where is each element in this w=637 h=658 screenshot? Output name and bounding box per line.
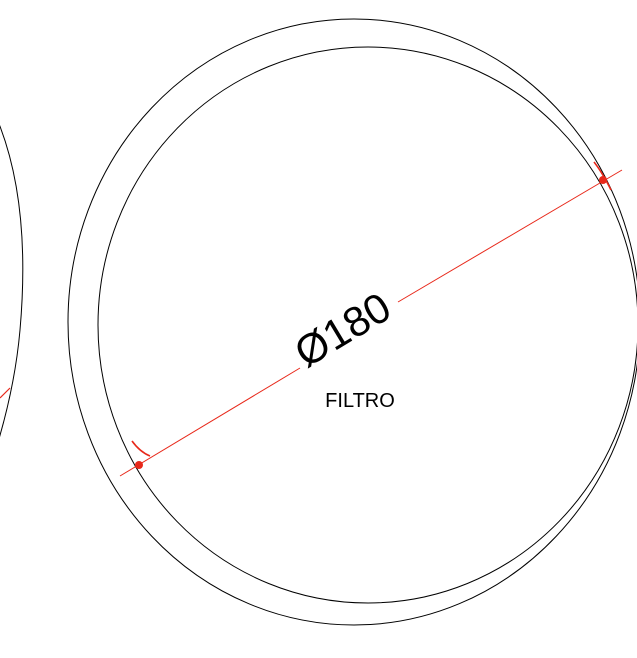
left-dimension-tick — [0, 387, 11, 399]
lower-dimension-point — [135, 461, 143, 469]
diameter-line-upper — [397, 169, 623, 303]
filter-inner-circle — [97, 46, 637, 604]
filter-label: FILTRO — [325, 390, 395, 412]
left-partial-circle — [0, 125, 24, 437]
diameter-line-lower — [119, 367, 301, 477]
upper-dimension-point — [599, 176, 607, 184]
filter-outer-circle — [67, 18, 637, 626]
upper-arrow-tick — [593, 161, 612, 191]
lower-arrow-tick — [131, 440, 151, 457]
diameter-dimension-text: Ø180 — [286, 283, 398, 376]
